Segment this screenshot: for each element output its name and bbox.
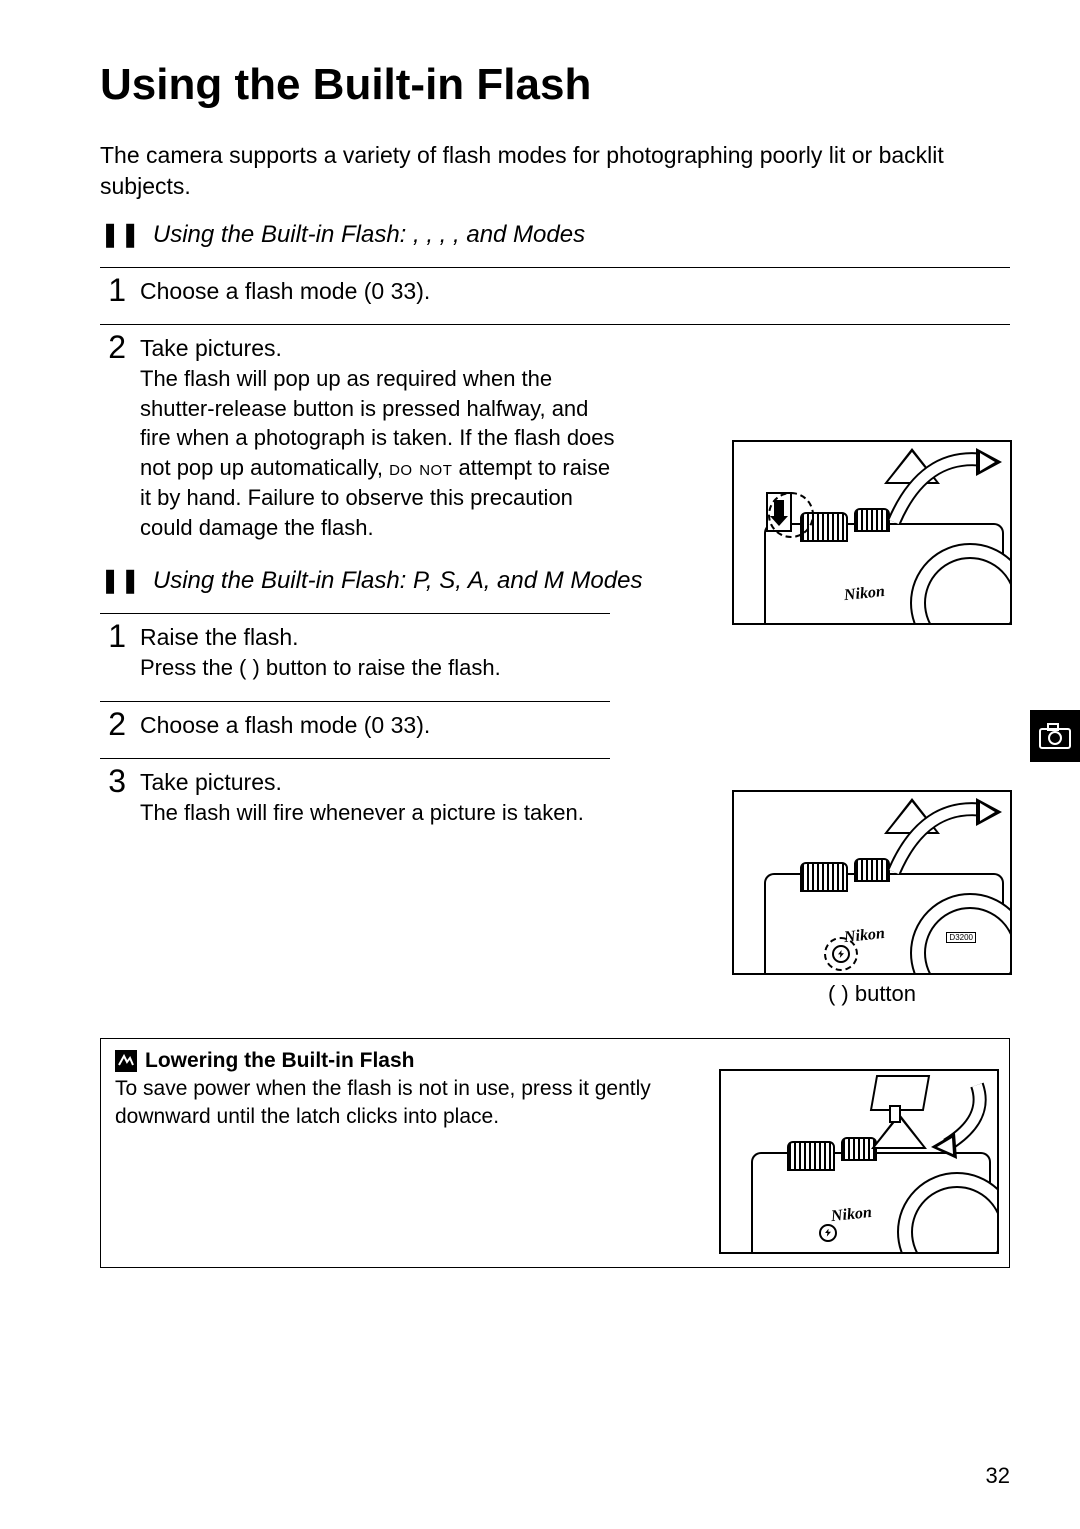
section-a-heading: ❚❚ Using the Built-in Flash: , , , , and… <box>100 220 1010 249</box>
arrow-up-icon <box>864 792 1004 882</box>
step-number: 2 <box>100 708 126 740</box>
note-box: Lowering the Built-in Flash To save powe… <box>100 1038 1010 1268</box>
step-b2: 2 Choose a flash mode (0 33). <box>100 708 1010 740</box>
step-number: 1 <box>100 620 126 652</box>
brand-label: Nikon <box>830 1204 873 1226</box>
step-heading: Choose a flash mode (0 33). <box>140 712 1010 739</box>
page-number: 32 <box>986 1463 1010 1489</box>
intro-text: The camera supports a variety of flash m… <box>100 140 1010 202</box>
step-heading: Choose a flash mode (0 33). <box>140 278 1010 305</box>
side-tab-camera-icon <box>1030 710 1080 762</box>
model-label: D3200 <box>946 932 976 943</box>
step-number: 1 <box>100 274 126 306</box>
step-desc: The flash will pop up as required when t… <box>140 364 620 542</box>
bullet-icon: ❚❚ <box>100 221 140 248</box>
flash-button-icon <box>819 1224 837 1242</box>
step-heading: Raise the flash. <box>140 624 1010 651</box>
divider <box>100 324 1010 325</box>
illustration-auto-flash: Nikon <box>732 440 1012 625</box>
note-icon <box>115 1050 137 1072</box>
illustration-caption: ( ) button <box>732 981 1012 1007</box>
bullet-icon: ❚❚ <box>100 567 140 594</box>
step-heading: Take pictures. <box>140 335 1010 362</box>
note-text: To save power when the flash is not in u… <box>115 1075 675 1132</box>
divider <box>100 758 610 759</box>
arrow-up-icon <box>864 442 1004 532</box>
note-title: Lowering the Built-in Flash <box>145 1049 415 1073</box>
divider <box>100 267 1010 268</box>
section-a-label: Using the Built-in Flash: , , , , and Mo… <box>153 221 585 248</box>
illustration-lower-flash: Nikon <box>719 1069 999 1254</box>
divider <box>100 613 610 614</box>
section-b-label: Using the Built-in Flash: P, S, A, and M… <box>153 567 643 594</box>
document-page: Using the Built-in Flash The camera supp… <box>0 0 1080 1529</box>
divider <box>100 701 610 702</box>
page-title: Using the Built-in Flash <box>100 60 1010 110</box>
arrow-down-icon <box>907 1073 997 1163</box>
step-a1: 1 Choose a flash mode (0 33). <box>100 274 1010 306</box>
step-b1: 1 Raise the flash. Press the ( ) button … <box>100 620 1010 683</box>
illustration-manual-flash: Nikon D3200 ( ) button <box>732 790 1012 1007</box>
step-number: 3 <box>100 765 126 797</box>
step-number: 2 <box>100 331 126 363</box>
step-desc: Press the ( ) button to raise the flash. <box>140 653 1010 683</box>
